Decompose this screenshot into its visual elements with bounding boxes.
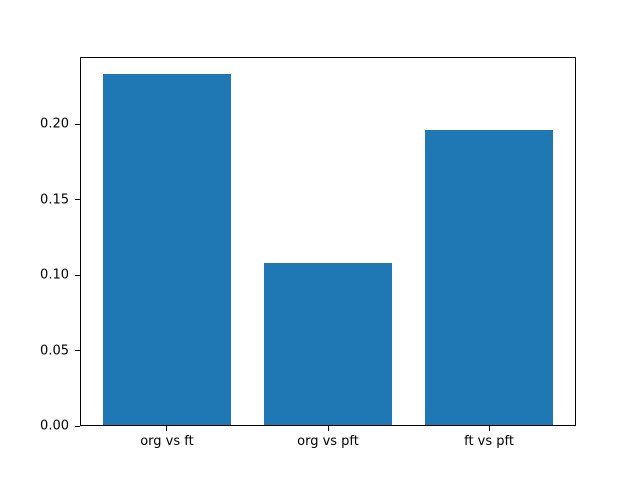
plot-area xyxy=(80,57,576,426)
y-tick-mark xyxy=(75,199,80,201)
x-tick-mark xyxy=(327,426,329,431)
x-tick-mark xyxy=(166,426,168,431)
y-tick-mark xyxy=(75,425,80,427)
bar xyxy=(424,130,554,425)
x-tick-label: ft vs pft xyxy=(464,434,514,449)
y-tick-mark xyxy=(75,350,80,351)
y-tick-label: 0.00 xyxy=(40,418,69,434)
y-tick-label: 0.05 xyxy=(40,343,69,358)
y-tick-label: 0.10 xyxy=(40,267,69,283)
bar xyxy=(102,74,232,425)
x-tick-mark xyxy=(488,426,490,431)
y-tick-mark xyxy=(75,274,80,276)
x-tick-label: org vs ft xyxy=(140,434,194,449)
x-tick-label: org vs pft xyxy=(297,434,359,449)
y-tick-mark xyxy=(75,123,80,125)
y-tick-label: 0.20 xyxy=(40,116,69,132)
bar xyxy=(263,262,393,425)
y-tick-label: 0.15 xyxy=(40,192,69,208)
